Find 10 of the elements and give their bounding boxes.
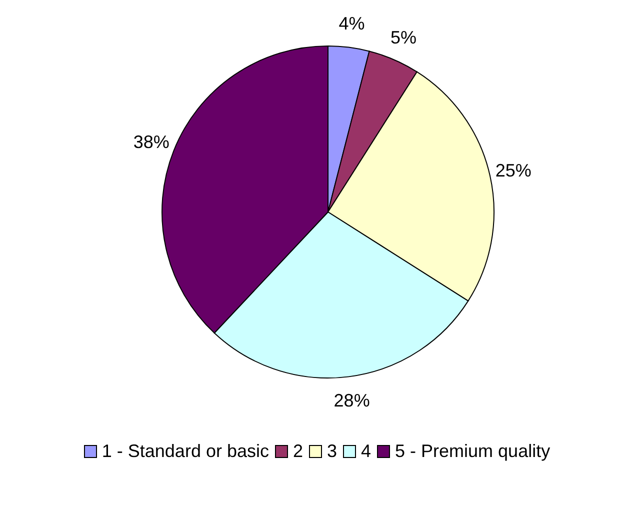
data-label: 4% <box>338 14 365 34</box>
legend-label: 5 - Premium quality <box>394 441 550 462</box>
data-label: 38% <box>133 132 170 152</box>
legend-label: 3 <box>326 441 338 462</box>
legend-label: 1 - Standard or basic <box>100 441 269 462</box>
data-label: 25% <box>495 160 532 181</box>
legend-label: 2 <box>292 441 303 462</box>
data-label: 5% <box>390 28 416 48</box>
data-label: 28% <box>334 390 370 410</box>
legend-label: 4 <box>360 441 372 462</box>
